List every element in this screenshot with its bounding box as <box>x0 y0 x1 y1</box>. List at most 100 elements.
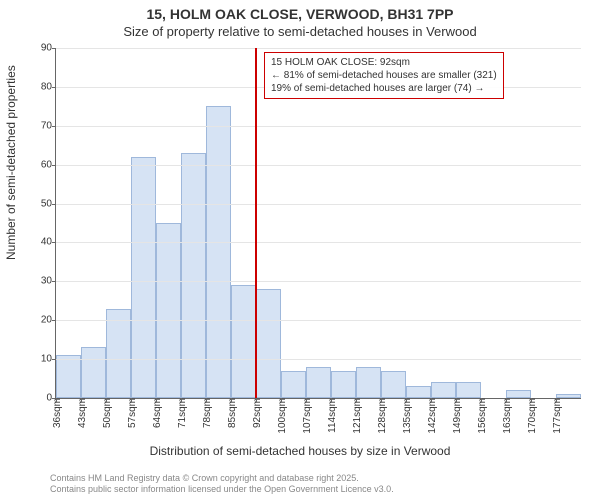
gridline-h <box>56 242 581 243</box>
histogram-bar <box>231 285 256 398</box>
y-tick-mark <box>52 126 56 127</box>
x-tick-label: 149sqm <box>452 398 463 434</box>
x-tick-mark <box>356 398 357 402</box>
x-tick-mark <box>206 398 207 402</box>
x-tick-mark <box>381 398 382 402</box>
x-tick-mark <box>106 398 107 402</box>
y-tick-label: 10 <box>41 354 52 365</box>
annotation-line: ← 81% of semi-detached houses are smalle… <box>271 69 497 82</box>
x-tick-mark <box>306 398 307 402</box>
x-tick-mark <box>456 398 457 402</box>
x-tick-label: 135sqm <box>402 398 413 434</box>
y-tick-mark <box>52 320 56 321</box>
y-tick-label: 30 <box>41 276 52 287</box>
y-tick-mark <box>52 281 56 282</box>
chart-title-main: 15, HOLM OAK CLOSE, VERWOOD, BH31 7PP <box>0 6 600 22</box>
y-tick-mark <box>52 204 56 205</box>
histogram-bar <box>131 157 156 398</box>
reference-line <box>255 48 257 398</box>
x-tick-label: 78sqm <box>202 398 213 428</box>
x-tick-label: 43sqm <box>77 398 88 428</box>
y-tick-label: 50 <box>41 198 52 209</box>
y-tick-label: 90 <box>41 43 52 54</box>
histogram-bar <box>356 367 381 398</box>
footer-attribution: Contains HM Land Registry data © Crown c… <box>50 473 394 496</box>
x-tick-label: 114sqm <box>327 398 338 433</box>
y-tick-mark <box>52 165 56 166</box>
histogram-bar <box>506 390 531 398</box>
chart-title-sub: Size of property relative to semi-detach… <box>0 24 600 39</box>
y-tick-label: 40 <box>41 237 52 248</box>
x-tick-label: 121sqm <box>352 398 363 434</box>
histogram-bar <box>81 347 106 398</box>
x-tick-mark <box>556 398 557 402</box>
gridline-h <box>56 320 581 321</box>
x-tick-mark <box>506 398 507 402</box>
bars-layer <box>56 48 581 398</box>
x-tick-label: 163sqm <box>502 398 513 434</box>
footer-line: Contains public sector information licen… <box>50 484 394 496</box>
y-tick-label: 70 <box>41 120 52 131</box>
x-tick-label: 177sqm <box>552 398 563 434</box>
x-tick-label: 85sqm <box>227 398 238 428</box>
annotation-box: 15 HOLM OAK CLOSE: 92sqm← 81% of semi-de… <box>264 52 504 99</box>
x-tick-mark <box>431 398 432 402</box>
histogram-bar <box>331 371 356 398</box>
x-tick-mark <box>406 398 407 402</box>
y-tick-label: 60 <box>41 159 52 170</box>
x-tick-mark <box>181 398 182 402</box>
histogram-bar <box>456 382 481 398</box>
histogram-bar <box>206 106 231 398</box>
histogram-bar <box>306 367 331 398</box>
histogram-bar <box>56 355 81 398</box>
x-tick-mark <box>481 398 482 402</box>
x-tick-mark <box>81 398 82 402</box>
x-tick-mark <box>56 398 57 402</box>
y-axis-label: Number of semi-detached properties <box>4 65 18 260</box>
histogram-bar <box>406 386 431 398</box>
x-tick-label: 64sqm <box>152 398 163 428</box>
x-tick-mark <box>131 398 132 402</box>
x-tick-label: 57sqm <box>127 398 138 428</box>
x-tick-mark <box>531 398 532 402</box>
x-tick-label: 170sqm <box>527 398 538 434</box>
histogram-bar <box>106 309 131 398</box>
x-tick-label: 142sqm <box>427 398 438 434</box>
histogram-bar <box>431 382 456 398</box>
histogram-bar <box>156 223 181 398</box>
chart-container: 15, HOLM OAK CLOSE, VERWOOD, BH31 7PP Si… <box>0 0 600 500</box>
annotation-line: 15 HOLM OAK CLOSE: 92sqm <box>271 56 497 69</box>
y-tick-mark <box>52 48 56 49</box>
x-tick-mark <box>231 398 232 402</box>
x-tick-mark <box>331 398 332 402</box>
plot-area: 010203040506070809036sqm43sqm50sqm57sqm6… <box>55 48 581 399</box>
gridline-h <box>56 48 581 49</box>
x-tick-mark <box>156 398 157 402</box>
footer-line: Contains HM Land Registry data © Crown c… <box>50 473 394 485</box>
y-tick-label: 80 <box>41 81 52 92</box>
gridline-h <box>56 281 581 282</box>
x-tick-label: 100sqm <box>277 398 288 434</box>
histogram-bar <box>281 371 306 398</box>
histogram-bar <box>256 289 281 398</box>
y-tick-mark <box>52 87 56 88</box>
gridline-h <box>56 359 581 360</box>
y-tick-mark <box>52 242 56 243</box>
x-tick-label: 36sqm <box>52 398 63 428</box>
y-tick-mark <box>52 359 56 360</box>
x-tick-label: 107sqm <box>302 398 313 434</box>
histogram-bar <box>381 371 406 398</box>
gridline-h <box>56 204 581 205</box>
y-tick-label: 20 <box>41 315 52 326</box>
x-tick-label: 156sqm <box>477 398 488 434</box>
x-tick-mark <box>281 398 282 402</box>
x-tick-label: 50sqm <box>102 398 113 428</box>
gridline-h <box>56 126 581 127</box>
x-axis-label: Distribution of semi-detached houses by … <box>0 444 600 458</box>
x-tick-label: 92sqm <box>252 398 263 428</box>
annotation-line: 19% of semi-detached houses are larger (… <box>271 82 497 95</box>
histogram-bar <box>181 153 206 398</box>
x-tick-label: 128sqm <box>377 398 388 434</box>
x-tick-mark <box>256 398 257 402</box>
gridline-h <box>56 165 581 166</box>
